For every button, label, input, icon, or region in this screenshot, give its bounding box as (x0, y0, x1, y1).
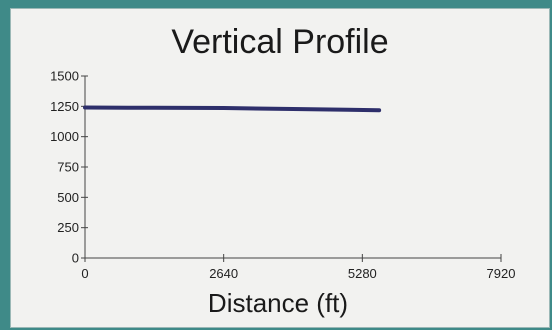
chart-panel: Vertical Profile 0 250 500 750 1000 1250 1500 … (10, 8, 550, 328)
x-axis-label: Distance (ft) (208, 288, 348, 318)
chart-title: Vertical Profile (171, 23, 388, 61)
y-axis-ticks: 0 250 500 750 1000 1250 1500 (50, 69, 88, 266)
y-tick-label: 1250 (50, 99, 79, 114)
y-tick-label: 1500 (50, 69, 79, 84)
profile-line (83, 105, 382, 113)
x-tick-label: 7920 (487, 266, 516, 281)
series-layer (83, 105, 382, 113)
y-tick-label: 250 (57, 220, 79, 235)
x-axis-ticks: 0 2640 5280 7920 (81, 254, 515, 281)
line-chart: Vertical Profile 0250500750100012501500 … (50, 23, 515, 318)
x-tick-label: 2640 (209, 266, 238, 281)
x-tick-label: 0 (81, 266, 88, 281)
y-tick-label: 1000 (50, 129, 79, 144)
x-tick-label: 5280 (348, 266, 377, 281)
y-tick-label: 0 (72, 251, 79, 266)
y-tick-label: 500 (57, 190, 79, 205)
y-tick-label: 750 (57, 160, 79, 175)
